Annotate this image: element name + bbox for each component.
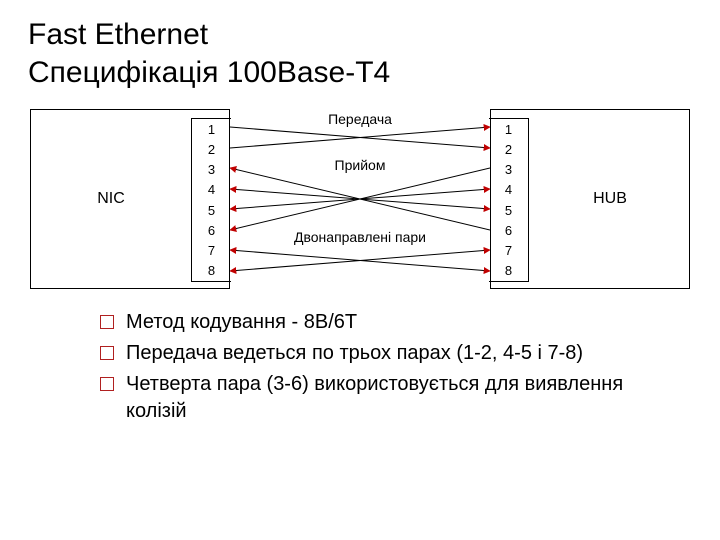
title-line-1: Fast Ethernet (28, 16, 696, 54)
nic-pin: 3 (192, 160, 231, 180)
nic-pin: 4 (192, 180, 231, 200)
hub-pin: 3 (489, 160, 528, 180)
nic-pin: 8 (192, 261, 231, 281)
nic-pin: 6 (192, 220, 231, 240)
bidir-label: Двонаправлені пари (230, 229, 490, 245)
nic-label: NIC (31, 190, 191, 208)
bullet-list: Метод кодування - 8В/6Т Передача ведетьс… (60, 309, 676, 425)
hub-pin-column: 1 2 3 4 5 6 7 8 (489, 118, 529, 282)
title-line-2: Специфікація 100Base-T4 (28, 54, 696, 92)
nic-pin: 5 (192, 200, 231, 220)
bullet-item: Передача ведеться по трьох парах (1-2, 4… (100, 340, 676, 367)
hub-pin: 7 (489, 241, 528, 261)
nic-pin: 7 (192, 241, 231, 261)
transmit-label: Передача (230, 111, 490, 127)
pinout-diagram: NIC 1 2 3 4 5 6 7 8 1 2 3 4 5 6 7 8 (30, 109, 690, 289)
bullet-item: Метод кодування - 8В/6Т (100, 309, 676, 336)
hub-label: HUB (531, 190, 689, 208)
nic-pin: 2 (192, 139, 231, 159)
nic-pin: 1 (192, 119, 231, 139)
hub-pin: 5 (489, 200, 528, 220)
wire-svg (230, 109, 490, 289)
bullet-item: Четверта пара (3-6) використовується для… (100, 371, 676, 425)
hub-pin: 1 (489, 119, 528, 139)
slide: Fast Ethernet Специфікація 100Base-T4 NI… (0, 0, 720, 540)
slide-title: Fast Ethernet Специфікація 100Base-T4 (28, 16, 696, 91)
wire-area: Передача Прийом Двонаправлені пари (230, 109, 490, 289)
nic-box: NIC 1 2 3 4 5 6 7 8 (30, 109, 230, 289)
hub-pin: 8 (489, 261, 528, 281)
hub-pin: 4 (489, 180, 528, 200)
hub-box: 1 2 3 4 5 6 7 8 HUB (490, 109, 690, 289)
receive-label: Прийом (230, 157, 490, 173)
nic-pin-column: 1 2 3 4 5 6 7 8 (191, 118, 231, 282)
hub-pin: 6 (489, 220, 528, 240)
hub-pin: 2 (489, 139, 528, 159)
